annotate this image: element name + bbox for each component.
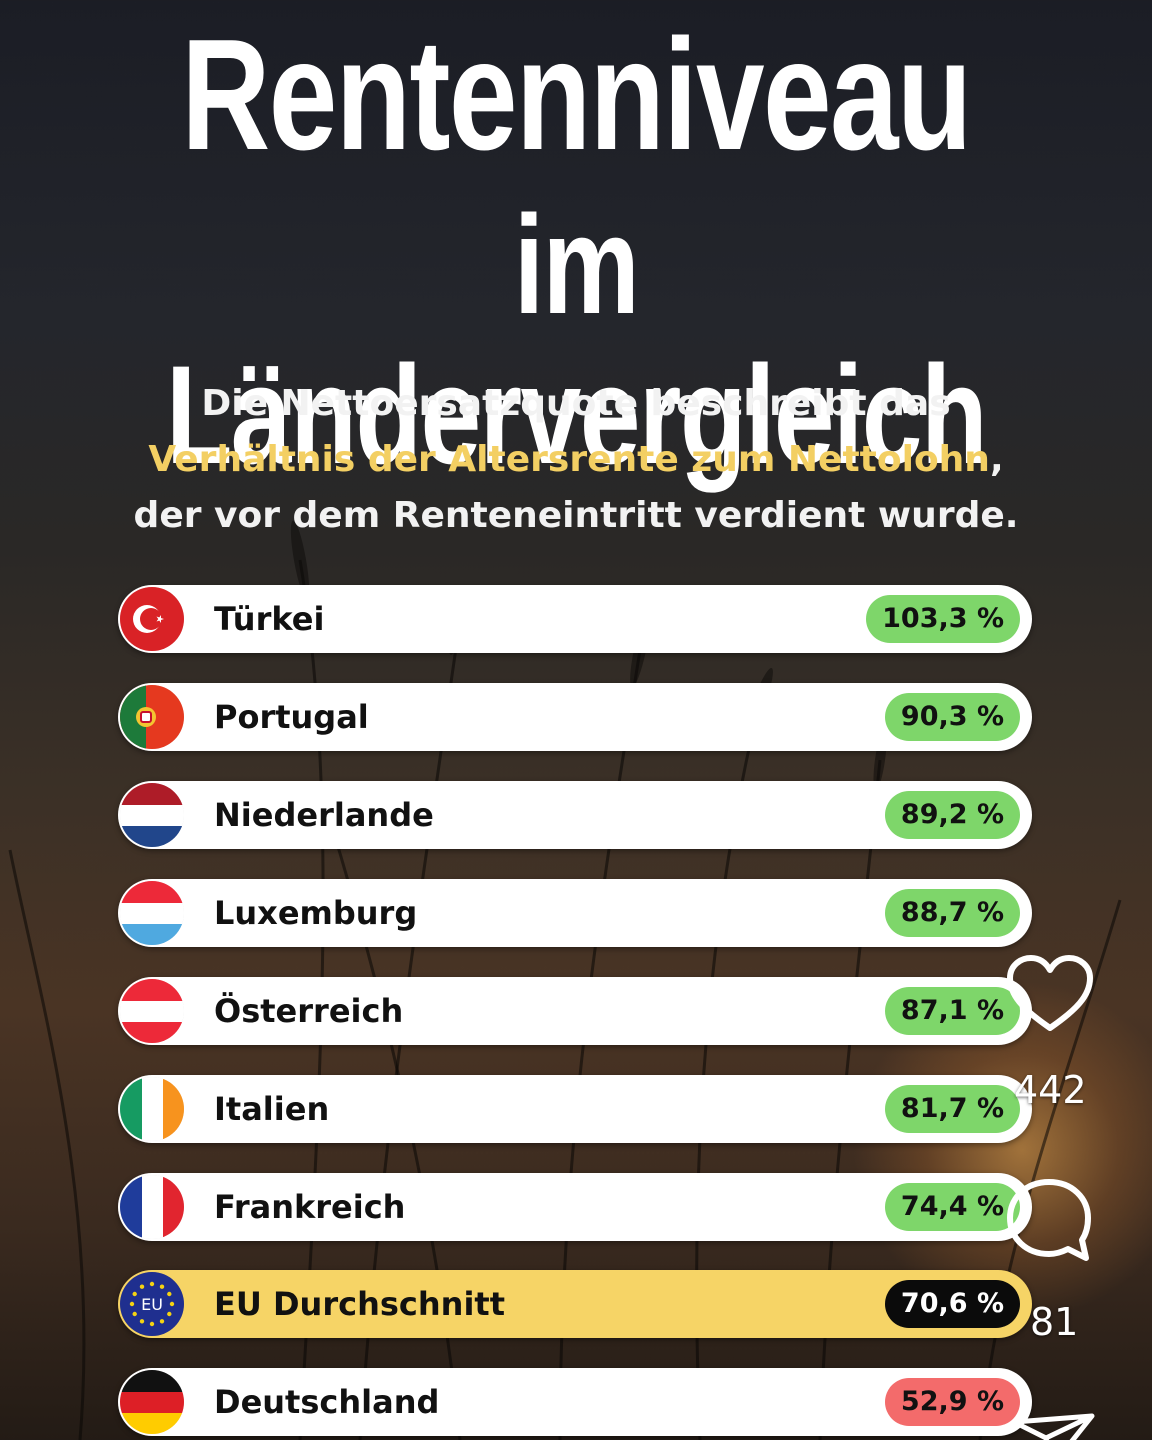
country-name: EU Durchschnitt	[214, 1285, 505, 1323]
send-icon	[1011, 1413, 1095, 1440]
share-button[interactable]	[1008, 1408, 1098, 1440]
country-name: Deutschland	[214, 1383, 440, 1421]
netherlands-flag-icon	[120, 783, 184, 847]
value-badge: 103,3 %	[866, 595, 1020, 643]
comment-bubble-icon	[1007, 1179, 1091, 1261]
value-badge: 90,3 %	[884, 693, 1020, 741]
value-badge: 52,9 %	[884, 1378, 1020, 1426]
country-name: Türkei	[214, 600, 325, 638]
page-title-line-1: Rentenniveau	[181, 7, 972, 183]
ranking-row-portugal: Portugal 90,3 %	[118, 683, 1032, 751]
comment-count: 81	[1030, 1300, 1079, 1344]
ranking-row-frankreich: Frankreich 74,4 %	[118, 1173, 1032, 1241]
eu-flag-label: EU	[141, 1295, 163, 1314]
luxembourg-flag-icon	[120, 881, 184, 945]
country-name: Italien	[214, 1090, 330, 1128]
country-name: Portugal	[214, 698, 369, 736]
ranking-row-eu-durchschnitt: EU EU Durchschnitt 70,6 %	[118, 1270, 1032, 1338]
value-badge: 89,2 %	[884, 791, 1020, 839]
ranking-row-italien: Italien 81,7 %	[118, 1075, 1032, 1143]
country-name: Frankreich	[214, 1188, 406, 1226]
france-flag-icon	[120, 1175, 184, 1239]
subtitle-line-2: Verhältnis der Altersrente zum Nettolohn…	[0, 432, 1152, 488]
subtitle: Die Nettoersatzquote beschreibt das Verh…	[0, 376, 1152, 544]
value-badge: 81,7 %	[884, 1085, 1020, 1133]
value-badge: 88,7 %	[884, 889, 1020, 937]
subtitle-line-3: der vor dem Renteneintritt verdient wurd…	[133, 495, 1019, 536]
country-name: Österreich	[214, 992, 404, 1030]
heart-icon	[1007, 955, 1093, 1031]
ranking-row-tuerkei: Türkei 103,3 %	[118, 585, 1032, 653]
like-count: 442	[1014, 1068, 1087, 1112]
ranking-row-luxemburg: Luxemburg 88,7 %	[118, 879, 1032, 947]
country-name: Luxemburg	[214, 894, 418, 932]
eu-flag-icon: EU	[120, 1272, 184, 1336]
austria-flag-icon	[120, 979, 184, 1043]
value-badge: 74,4 %	[884, 1183, 1020, 1231]
like-button[interactable]	[1004, 952, 1096, 1036]
italy-flag-icon	[120, 1077, 184, 1141]
ranking-row-niederlande: Niederlande 89,2 %	[118, 781, 1032, 849]
subtitle-line-1: Die Nettoersatzquote beschreibt das	[201, 383, 951, 424]
country-name: Niederlande	[214, 796, 434, 834]
page-title-line-2: im Ländervergleich	[165, 186, 988, 493]
comment-button[interactable]	[1002, 1174, 1096, 1268]
germany-flag-icon	[120, 1370, 184, 1434]
subtitle-comma: ,	[989, 439, 1004, 480]
portugal-flag-icon	[120, 685, 184, 749]
ranking-row-deutschland: Deutschland 52,9 %	[118, 1368, 1032, 1436]
subtitle-highlight: Verhältnis der Altersrente zum Nettolohn	[148, 439, 990, 480]
value-badge: 87,1 %	[884, 987, 1020, 1035]
ranking-row-oesterreich: Österreich 87,1 %	[118, 977, 1032, 1045]
value-badge: 70,6 %	[884, 1280, 1020, 1328]
turkey-flag-icon	[120, 587, 184, 651]
